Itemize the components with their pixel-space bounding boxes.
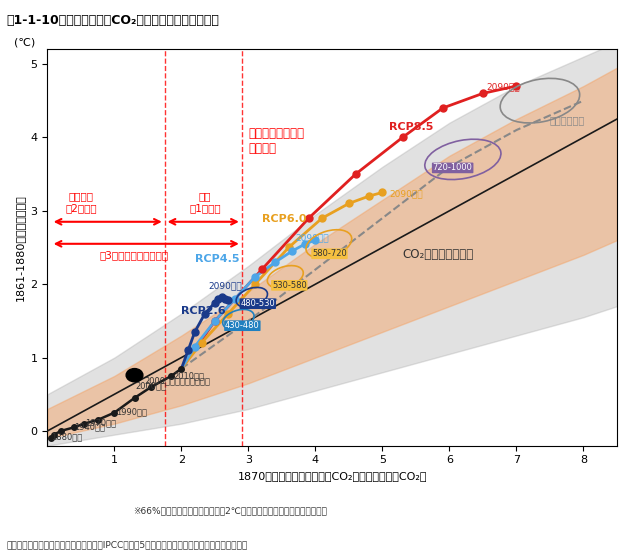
Text: 約3兆トンに抑える必要: 約3兆トンに抑える必要	[100, 251, 169, 261]
Text: RCP8.5: RCP8.5	[389, 122, 434, 132]
Text: 2000年代に観測された値: 2000年代に観測された値	[145, 376, 210, 385]
Ellipse shape	[126, 369, 143, 382]
Text: (℃): (℃)	[14, 37, 35, 47]
Text: 全人為起源による
温室効果: 全人為起源による 温室効果	[248, 127, 305, 155]
Text: 2000年代: 2000年代	[136, 381, 167, 391]
Text: 2090年代: 2090年代	[208, 281, 242, 290]
Text: 残り
約1兆トン: 残り 約1兆トン	[189, 191, 221, 213]
Text: 1970年代: 1970年代	[85, 419, 116, 428]
Text: ベースライン: ベースライン	[550, 115, 585, 124]
Text: 720-1000: 720-1000	[433, 163, 473, 172]
Text: 2090年代: 2090年代	[389, 189, 423, 198]
Y-axis label: 1861-1880年比の気温変化: 1861-1880年比の気温変化	[15, 194, 25, 301]
Text: RCP4.5: RCP4.5	[195, 254, 240, 264]
Text: 2090年代: 2090年代	[295, 233, 329, 242]
X-axis label: 1870年以降の累積人為起源CO₂排出量（兆トンCO₂）: 1870年以降の累積人為起源CO₂排出量（兆トンCO₂）	[238, 471, 427, 481]
Text: 1990年代: 1990年代	[116, 408, 147, 417]
Text: RCP2.6: RCP2.6	[181, 306, 226, 315]
Text: 排出済み
約2兆トン: 排出済み 約2兆トン	[65, 191, 97, 213]
Text: 1940年代: 1940年代	[74, 422, 105, 431]
Text: 530-580: 530-580	[272, 281, 307, 290]
Text: 資料：気候変動に関する政府間パネル（IPCC）「第5次評価報告書統合報告書」より環境省作成: 資料：気候変動に関する政府間パネル（IPCC）「第5次評価報告書統合報告書」より…	[6, 541, 248, 550]
Text: 2010年代: 2010年代	[173, 371, 204, 380]
Text: ※66%を超える確率で気温上昇を2℃未満に抑える場合のシナリオの数値: ※66%を超える確率で気温上昇を2℃未満に抑える場合のシナリオの数値	[133, 506, 327, 515]
Text: 2090年代: 2090年代	[487, 83, 520, 92]
Text: 430-480: 430-480	[225, 321, 260, 330]
Text: RCP6.0: RCP6.0	[262, 214, 307, 224]
Text: CO₂起源の温室効果: CO₂起源の温室効果	[403, 248, 474, 262]
Text: 1880年代: 1880年代	[51, 433, 82, 442]
Text: 480-530: 480-530	[240, 299, 275, 308]
Text: 580-720: 580-720	[312, 249, 347, 258]
Text: 図1-1-10　累積人為起源CO₂排出量と気温変化の関係: 図1-1-10 累積人為起源CO₂排出量と気温変化の関係	[6, 14, 219, 27]
